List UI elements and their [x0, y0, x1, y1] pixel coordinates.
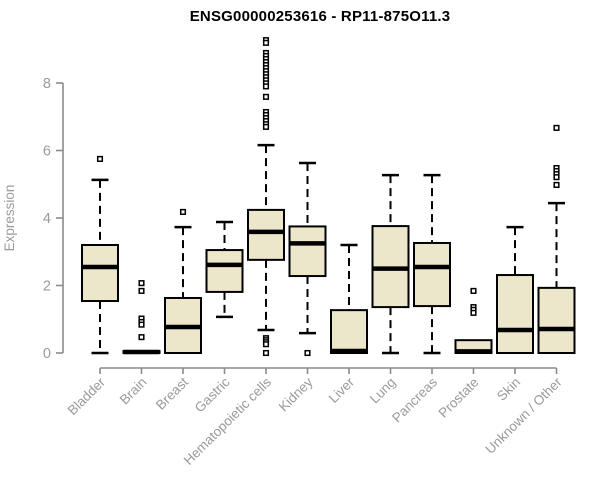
box-group-prostate — [454, 287, 493, 354]
iqr-box — [537, 286, 576, 354]
box-group-skin — [496, 225, 534, 355]
y-axis-tick-label: 6 — [43, 144, 51, 160]
box-group-lung — [371, 173, 410, 355]
outlier-point — [553, 181, 560, 188]
x-axis-label: Pancreas — [389, 374, 440, 425]
y-axis-tick-label: 0 — [43, 346, 51, 362]
box-group-breast — [164, 208, 202, 354]
box-group-kidney — [288, 161, 327, 357]
box-group-gastric — [205, 220, 244, 319]
iqr-box — [330, 309, 368, 355]
x-axis-label: Liver — [326, 374, 358, 406]
y-axis-tick-label: 4 — [43, 211, 51, 227]
x-axis-label: Brain — [117, 375, 150, 408]
iqr-box — [247, 208, 285, 261]
chart-title: ENSG00000253616 - RP11-875O11.3 — [189, 8, 451, 25]
outlier-point — [304, 349, 311, 357]
outlier-point — [262, 349, 270, 357]
y-axis-label: Expression — [2, 185, 17, 252]
outlier-point — [179, 208, 187, 215]
x-axis-label: Gastric — [192, 374, 233, 415]
outlier-point — [138, 321, 145, 328]
outlier-point — [138, 280, 145, 287]
outlier-point — [553, 174, 560, 181]
box-group-brain — [122, 280, 161, 355]
outlier-point — [553, 124, 560, 131]
iqr-box — [496, 274, 534, 355]
iqr-box — [205, 249, 244, 293]
outlier-point — [138, 287, 145, 294]
outlier-point — [262, 123, 270, 130]
outlier-point — [262, 39, 270, 46]
x-axis-label: Lung — [367, 375, 399, 407]
y-axis-tick-label: 2 — [43, 279, 51, 295]
box-group-hematopoietic-cells — [247, 37, 285, 357]
y-axis-tick-label: 8 — [43, 76, 51, 92]
iqr-box — [288, 225, 327, 278]
outlier-point — [470, 287, 477, 294]
outlier-point — [262, 341, 270, 348]
x-axis-label: Bladder — [65, 374, 109, 418]
box-group-bladder — [81, 155, 119, 355]
x-axis-label: Prostate — [435, 375, 481, 421]
outlier-point — [262, 83, 270, 90]
x-axis-label: Skin — [494, 375, 523, 404]
outlier-point — [138, 334, 145, 341]
x-axis-label: Kidney — [276, 374, 316, 414]
iqr-box — [81, 244, 119, 303]
x-axis-label: Unknown / Other — [482, 374, 565, 457]
box-group-liver — [330, 243, 368, 355]
box-group-pancreas — [413, 173, 451, 355]
iqr-box — [413, 241, 451, 308]
outlier-point — [262, 93, 270, 100]
outlier-point — [470, 309, 477, 316]
box-group-unknown-other — [537, 124, 576, 354]
outlier-point — [96, 155, 104, 162]
x-axis-label: Breast — [153, 374, 191, 412]
